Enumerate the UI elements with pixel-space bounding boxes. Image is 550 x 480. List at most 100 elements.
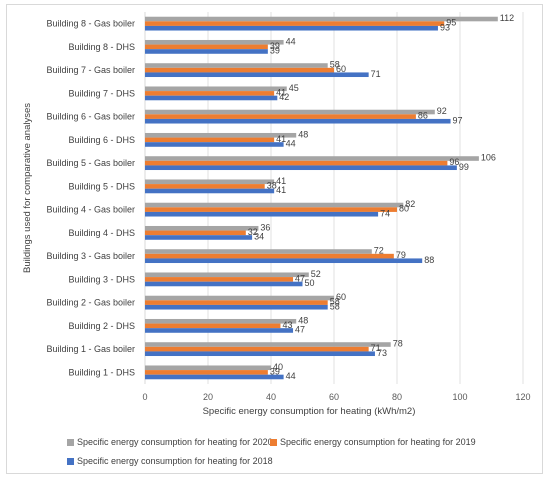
bar [145, 374, 284, 380]
bar [145, 39, 284, 45]
category-label: Building 1 - Gas boiler [46, 344, 135, 354]
legend-label: Specific energy consumption for heating … [77, 456, 273, 466]
bar [145, 63, 328, 68]
data-label: 88 [424, 255, 434, 265]
data-label: 96 [449, 157, 459, 167]
legend-label: Specific energy consumption for heating … [77, 437, 273, 447]
x-tick-label: 0 [142, 392, 147, 402]
data-label: 71 [371, 69, 381, 79]
bar [145, 179, 275, 185]
x-tick-label: 60 [329, 392, 339, 402]
category-label: Building 6 - Gas boiler [46, 112, 135, 122]
bar [145, 365, 271, 371]
data-label: 86 [418, 111, 428, 121]
data-label: 41 [276, 87, 286, 97]
x-tick-labels: 0 20 40 60 80 100 120 [142, 392, 530, 402]
data-label: 44 [286, 36, 296, 46]
data-label: 82 [405, 199, 415, 209]
category-label: Building 8 - DHS [68, 42, 135, 52]
data-label: 39 [270, 41, 280, 51]
bar [145, 67, 334, 73]
category-labels: Building 1 - DHS Building 1 - Gas boiler B… [46, 19, 135, 378]
data-label: 93 [440, 22, 450, 32]
category-label: Building 4 - DHS [68, 228, 135, 238]
data-label: 36 [260, 222, 270, 232]
data-label: 106 [481, 153, 496, 163]
data-label: 79 [396, 250, 406, 260]
x-axis-title: Specific energy consumption for heating … [203, 406, 416, 417]
bar [145, 118, 451, 124]
legend-item: Specific energy consumption for heating … [67, 437, 273, 447]
bar [145, 328, 294, 333]
data-label: 41 [276, 134, 286, 144]
bar [145, 86, 287, 92]
category-label: Building 2 - Gas boiler [46, 298, 135, 308]
bar [145, 44, 268, 50]
bar [145, 295, 334, 301]
data-label: 48 [298, 129, 308, 139]
category-label: Building 7 - DHS [68, 88, 135, 98]
data-label: 99 [459, 162, 469, 172]
data-label: 92 [437, 106, 447, 116]
x-tick-label: 20 [203, 392, 213, 402]
legend-swatch [67, 457, 74, 465]
bar [145, 49, 268, 54]
category-label: Building 8 - Gas boiler [46, 19, 135, 29]
data-label: 45 [289, 83, 299, 93]
bar [145, 91, 275, 96]
bar [145, 72, 369, 78]
data-label: 47 [295, 325, 305, 335]
bar [145, 277, 294, 282]
data-label: 32 [248, 227, 258, 237]
bar [145, 225, 259, 231]
bar [145, 323, 281, 329]
data-label: 112 [500, 13, 514, 23]
bars [145, 16, 498, 380]
data-label: 44 [286, 371, 296, 381]
data-label: 34 [254, 232, 264, 242]
legend-label: Specific energy consumption for heating … [280, 437, 476, 447]
data-label: 74 [380, 208, 390, 218]
bar [145, 132, 297, 138]
y-axis-title: Buildings used for comparative analyses [22, 103, 33, 273]
legend-swatch [270, 438, 277, 446]
data-label: 97 [453, 115, 463, 125]
x-tick-label: 80 [392, 392, 402, 402]
data-label: 48 [298, 315, 308, 325]
legend-swatch [67, 438, 74, 446]
data-label: 78 [393, 339, 403, 349]
data-label: 50 [305, 278, 315, 288]
data-label: 41 [276, 185, 286, 195]
category-label: Building 4 - Gas boiler [46, 205, 135, 215]
data-label: 44 [286, 139, 296, 149]
category-label: Building 5 - Gas boiler [46, 158, 135, 168]
category-label: Building 6 - DHS [68, 135, 135, 145]
data-label: 38 [267, 180, 277, 190]
category-label: Building 7 - Gas boiler [46, 65, 135, 75]
category-label: Building 5 - DHS [68, 181, 135, 191]
bar [145, 253, 394, 259]
bar [145, 156, 479, 161]
bar [145, 258, 423, 264]
bar [145, 160, 448, 166]
bar [145, 230, 246, 236]
bar [145, 211, 379, 217]
bar [145, 272, 309, 278]
data-label: 58 [330, 60, 340, 70]
data-label: 39 [270, 46, 280, 56]
bar [145, 137, 275, 143]
bar [145, 235, 253, 240]
data-label: 73 [377, 348, 387, 358]
data-label: 71 [371, 343, 381, 353]
data-label: 58 [330, 301, 340, 311]
bar [145, 188, 275, 194]
bar [145, 95, 278, 101]
data-label: 43 [282, 320, 292, 330]
bar [145, 25, 438, 31]
category-label: Building 3 - Gas boiler [46, 251, 135, 261]
bar [145, 184, 265, 189]
x-tick-label: 120 [515, 392, 530, 402]
legend-item: Specific energy consumption for heating … [67, 456, 273, 466]
